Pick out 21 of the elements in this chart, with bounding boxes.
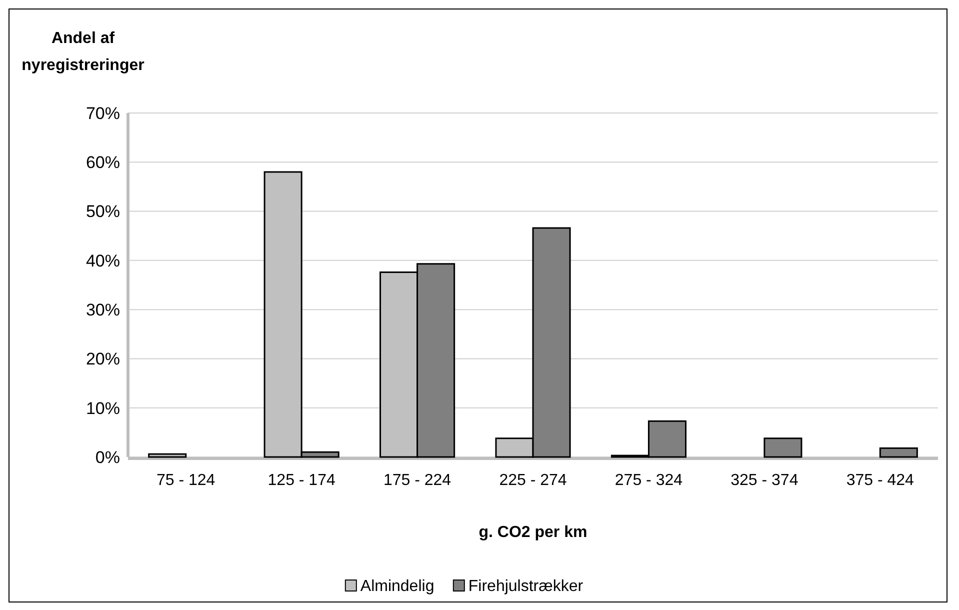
y-tick-label: 40%: [86, 251, 120, 270]
x-tick-label: 375 - 424: [846, 472, 914, 489]
bar: [764, 438, 802, 458]
x-tick-label: 325 - 374: [730, 472, 798, 489]
y-tick-label: 10%: [86, 398, 120, 418]
y-tick-label: 70%: [86, 104, 120, 123]
x-tick-label: 75 - 124: [156, 472, 216, 489]
y-axis-title: Andel af nyregistreringer: [22, 30, 144, 74]
y-tick-label: 0%: [95, 448, 120, 467]
x-tick-label: 275 - 324: [614, 472, 683, 489]
y-tick-label: 20%: [86, 350, 120, 369]
bar: [879, 447, 918, 458]
y-tick-label: 30%: [86, 300, 120, 320]
x-tick-label: 225 - 274: [499, 472, 567, 489]
legend-label: Firehjulstrækker: [468, 578, 584, 595]
legend-label: Almindelig: [360, 578, 434, 595]
x-tick-label: 175 - 224: [383, 472, 452, 489]
y-tick-label: 50%: [86, 202, 120, 222]
x-axis-title: g. CO2 per km: [478, 524, 588, 541]
y-tick-label: 60%: [86, 153, 120, 172]
x-tick-label: 125 - 174: [268, 472, 336, 489]
